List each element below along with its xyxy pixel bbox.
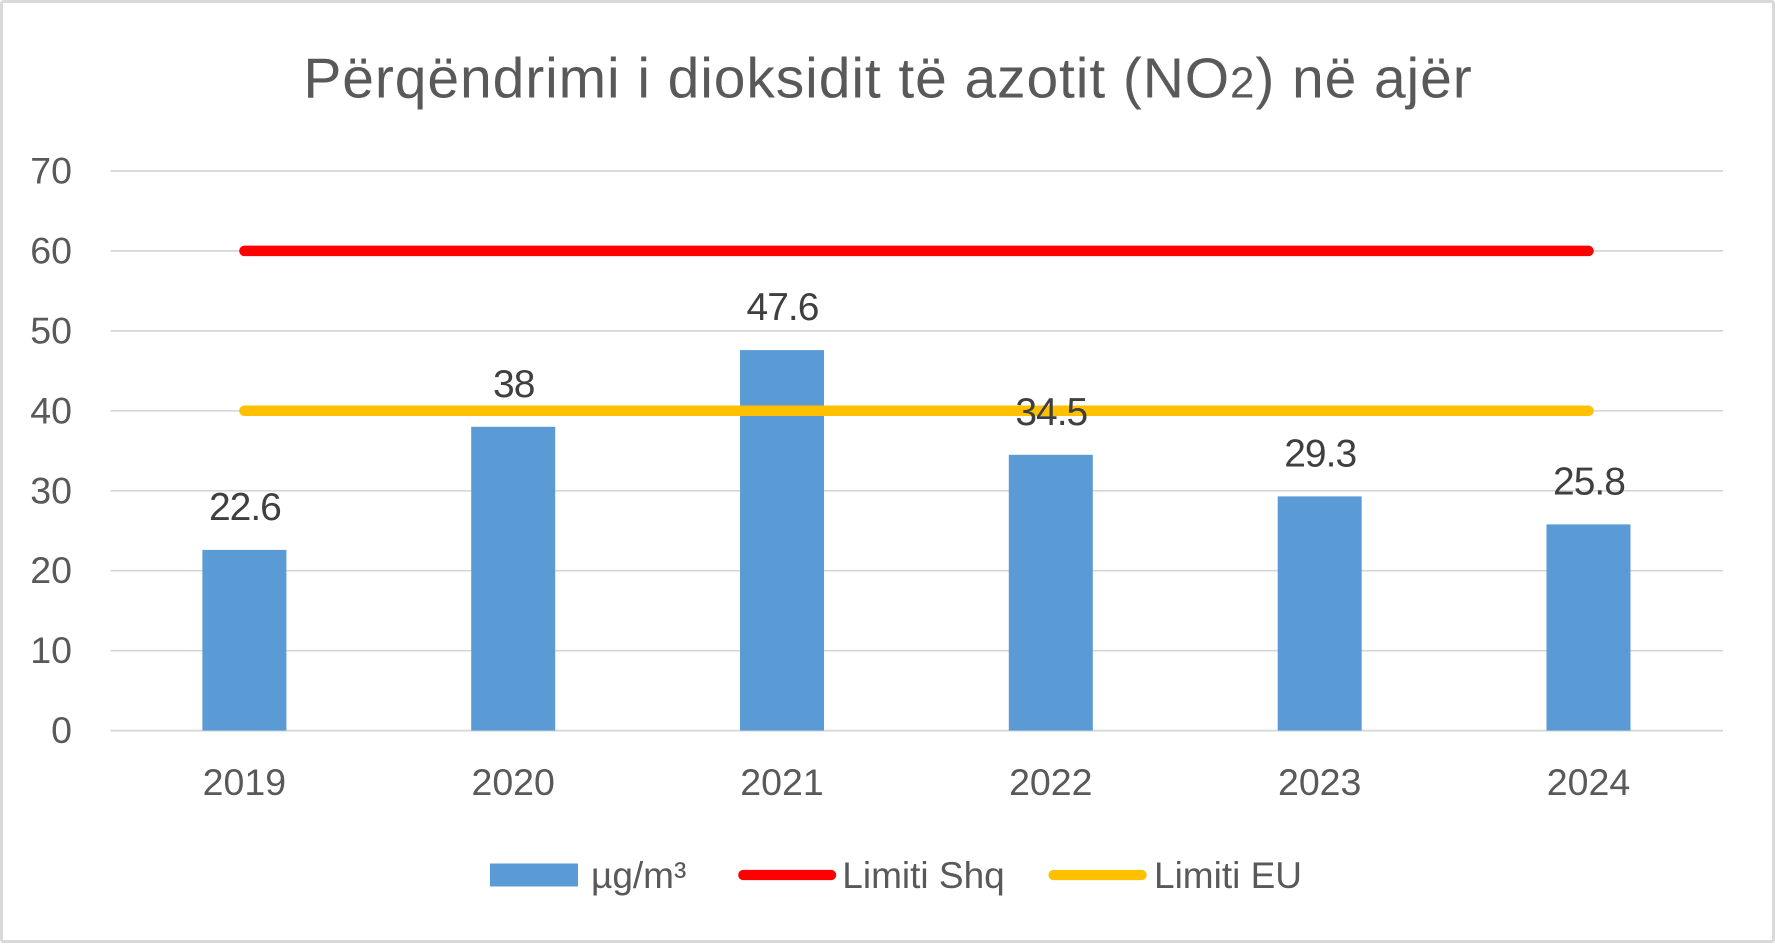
svg-text:2022: 2022 (1009, 761, 1092, 803)
svg-text:2019: 2019 (203, 761, 286, 803)
svg-text:38: 38 (493, 363, 534, 406)
svg-text:2023: 2023 (1278, 761, 1361, 803)
svg-text:10: 10 (30, 629, 72, 671)
svg-text:60: 60 (30, 229, 72, 271)
svg-text:2024: 2024 (1547, 761, 1630, 803)
svg-text:30: 30 (30, 469, 72, 511)
svg-text:29.3: 29.3 (1284, 432, 1356, 475)
svg-text:Përqëndrimi i dioksidit të azo: Përqëndrimi i dioksidit të azotit (NO2) … (303, 46, 1472, 110)
svg-text:0: 0 (51, 709, 72, 751)
svg-text:47.6: 47.6 (747, 286, 819, 329)
svg-text:20: 20 (30, 549, 72, 591)
svg-text:70: 70 (30, 150, 72, 192)
svg-text:50: 50 (30, 309, 72, 351)
svg-text:25.8: 25.8 (1553, 460, 1625, 503)
svg-text:µg/m³: µg/m³ (591, 855, 686, 896)
svg-text:34.5: 34.5 (1015, 391, 1087, 434)
svg-text:40: 40 (30, 389, 72, 431)
svg-text:Limiti EU: Limiti EU (1154, 855, 1302, 896)
svg-text:2020: 2020 (471, 761, 554, 803)
svg-text:22.6: 22.6 (209, 486, 281, 529)
svg-text:2021: 2021 (740, 761, 823, 803)
svg-text:Limiti Shq: Limiti Shq (842, 855, 1004, 896)
